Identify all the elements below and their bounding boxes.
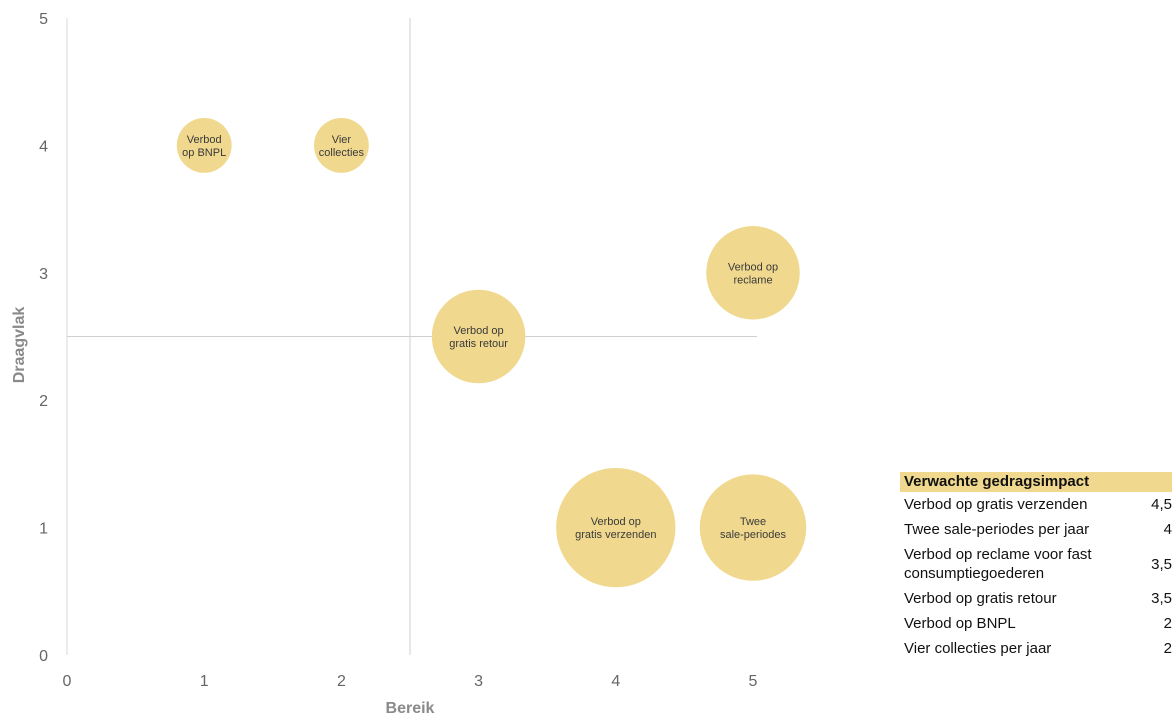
bubble-label: sale-periodes: [720, 529, 787, 541]
bubble-label: reclame: [733, 274, 772, 286]
legend-row-value: 2: [1163, 615, 1172, 632]
x-tick-label: 1: [200, 673, 209, 690]
x-tick-label: 4: [611, 673, 620, 690]
legend-row: Verbod op gratis verzenden 4,5: [900, 492, 1172, 517]
legend-row-name: Verbod op BNPL: [904, 615, 1016, 632]
bubble-circle: [556, 467, 676, 588]
y-tick-label: 4: [39, 138, 48, 155]
legend-row-value: 3,5: [1151, 590, 1172, 607]
bubble-label: gratis verzenden: [575, 529, 656, 541]
y-tick-label: 3: [39, 266, 48, 283]
y-axis-title: Draagvlak: [11, 307, 28, 384]
x-axis-title: Bereik: [386, 700, 435, 717]
legend-row-name: Vier collecties per jaar: [904, 640, 1052, 657]
bubble-label: Verbod op: [454, 325, 504, 337]
y-tick-label: 1: [39, 521, 48, 538]
legend-row: Verbod op reclame voor fast consumptiego…: [900, 542, 1172, 586]
bubble-label: Verbod op: [728, 261, 778, 273]
legend-row: Verbod op BNPL 2: [900, 611, 1172, 636]
legend-row: Verbod op gratis retour 3,5: [900, 586, 1172, 611]
bubble-label: op BNPL: [182, 147, 226, 159]
legend-row-name: Verbod op reclame voor fast consumptiego…: [904, 546, 1092, 582]
legend-row-name: Twee sale-periodes per jaar: [904, 521, 1090, 538]
legend-row-value: 4: [1163, 521, 1172, 538]
legend-rows: Verbod op gratis verzenden 4,5 Twee sale-p…: [900, 492, 1172, 661]
bubble-circle: [431, 289, 526, 384]
bubble-label: collecties: [319, 147, 365, 159]
bubble-label: gratis retour: [449, 338, 508, 350]
bubble-label: Vier: [332, 134, 352, 146]
legend-row-value: 4,5: [1151, 496, 1172, 513]
impact-legend: Verwachte gedragsimpact Verbod op gratis…: [900, 472, 1172, 661]
y-tick-label: 2: [39, 393, 48, 410]
bubble-circle: [699, 474, 807, 581]
bubble-circle: [176, 117, 232, 173]
legend-row-name: Verbod op gratis verzenden: [904, 496, 1088, 513]
y-tick-label: 5: [39, 11, 48, 28]
legend-row-name: Verbod op gratis retour: [904, 590, 1057, 607]
bubble-circle: [706, 226, 800, 320]
bubble-label: Twee: [740, 516, 766, 528]
x-tick-label: 0: [63, 673, 72, 690]
x-tick-label: 2: [337, 673, 346, 690]
legend-row-value: 3,5: [1151, 555, 1172, 573]
bubble-label: Verbod: [187, 134, 222, 146]
x-tick-label: 5: [749, 673, 758, 690]
legend-row-value: 2: [1163, 640, 1172, 657]
x-tick-label: 3: [474, 673, 483, 690]
legend-row: Twee sale-periodes per jaar 4: [900, 517, 1172, 542]
legend-title: Verwachte gedragsimpact: [900, 472, 1172, 492]
bubble-label: Verbod op: [591, 516, 641, 528]
legend-row: Vier collecties per jaar 2: [900, 636, 1172, 661]
axes-layer: 0 1 2 3 4 5 0 1 2 3 4 5: [39, 11, 757, 690]
bubble-circle: [314, 117, 369, 173]
y-tick-label: 0: [39, 648, 48, 665]
